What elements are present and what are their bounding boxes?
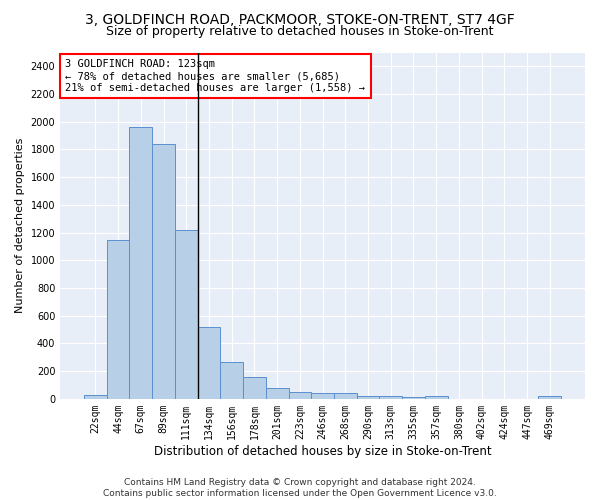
Bar (84, 395, 107, 399)
Text: 3, GOLDFINCH ROAD, PACKMOOR, STOKE-ON-TRENT, ST7 4GF: 3, GOLDFINCH ROAD, PACKMOOR, STOKE-ON-TR… (85, 12, 515, 26)
Bar (356, 396, 379, 399)
Bar (152, 144, 175, 399)
Bar (425, 396, 448, 399)
Bar (289, 392, 311, 399)
Bar (130, 128, 152, 399)
Bar (220, 362, 243, 399)
Bar (379, 396, 402, 399)
Bar (107, 240, 130, 399)
Text: Contains HM Land Registry data © Crown copyright and database right 2024.
Contai: Contains HM Land Registry data © Crown c… (103, 478, 497, 498)
Y-axis label: Number of detached properties: Number of detached properties (15, 138, 25, 314)
Bar (334, 394, 356, 399)
Bar (243, 378, 266, 399)
Bar (175, 230, 197, 399)
X-axis label: Distribution of detached houses by size in Stoke-on-Trent: Distribution of detached houses by size … (154, 444, 491, 458)
Bar (197, 327, 220, 399)
Bar (402, 398, 425, 399)
Bar (538, 396, 561, 399)
Text: 3 GOLDFINCH ROAD: 123sqm
← 78% of detached houses are smaller (5,685)
21% of sem: 3 GOLDFINCH ROAD: 123sqm ← 78% of detach… (65, 60, 365, 92)
Text: Size of property relative to detached houses in Stoke-on-Trent: Size of property relative to detached ho… (106, 25, 494, 38)
Bar (266, 388, 289, 399)
Bar (311, 392, 334, 399)
